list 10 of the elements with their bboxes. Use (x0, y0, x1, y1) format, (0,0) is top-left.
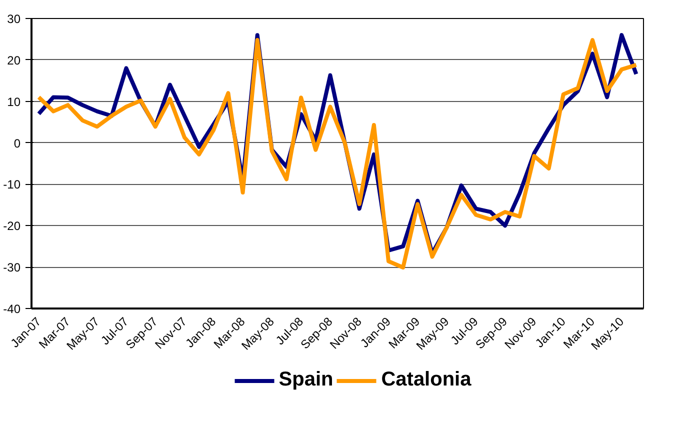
y-tick-label: 0 (14, 136, 21, 150)
y-tick-label: -10 (3, 178, 21, 192)
legend-label: Catalonia (381, 368, 472, 392)
legend-label: Spain (278, 368, 334, 392)
y-tick-label: 30 (7, 12, 21, 26)
y-tick-label: 10 (7, 94, 21, 109)
y-tick-label: -40 (3, 302, 21, 316)
y-tick-label: -20 (3, 219, 21, 234)
y-tick-label: -30 (3, 260, 21, 275)
y-tick-label: 20 (7, 53, 21, 68)
